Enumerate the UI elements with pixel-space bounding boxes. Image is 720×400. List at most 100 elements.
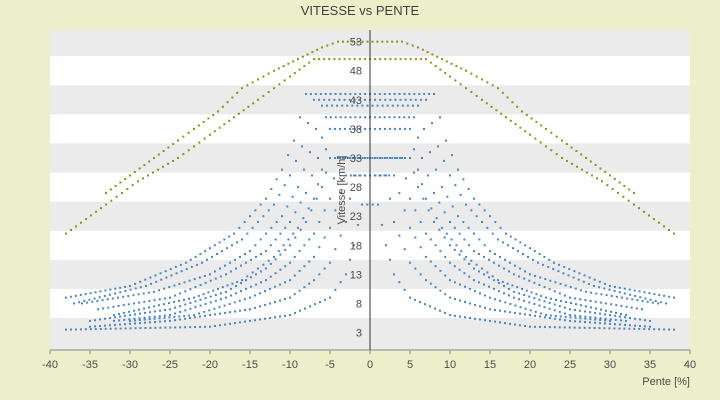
data-point	[654, 299, 657, 302]
data-point	[225, 296, 227, 299]
data-point	[444, 274, 447, 277]
data-point	[494, 298, 497, 301]
data-point	[406, 42, 409, 45]
data-point	[436, 55, 439, 58]
data-point	[199, 325, 202, 328]
data-point	[308, 61, 311, 64]
x-tick-label: -25	[162, 359, 178, 371]
data-point	[329, 116, 332, 119]
data-point	[463, 238, 466, 241]
data-point	[583, 326, 586, 329]
data-point	[384, 157, 386, 159]
data-point	[544, 316, 546, 319]
data-point	[250, 276, 252, 279]
data-point	[182, 153, 185, 156]
data-point	[228, 302, 231, 305]
data-point	[94, 325, 96, 328]
data-point	[609, 318, 612, 321]
data-point	[96, 299, 99, 302]
data-point	[246, 84, 249, 87]
data-point	[589, 316, 592, 319]
data-point	[644, 297, 647, 300]
data-point	[364, 157, 366, 159]
data-point	[214, 325, 216, 327]
data-point	[349, 127, 351, 130]
data-point	[494, 320, 496, 323]
data-point	[401, 40, 403, 43]
data-point	[269, 244, 272, 247]
data-point	[628, 288, 631, 291]
data-point	[644, 325, 646, 328]
data-point	[337, 40, 339, 43]
data-point	[279, 299, 281, 302]
data-point	[548, 258, 551, 261]
data-point	[241, 87, 243, 90]
data-point	[339, 116, 342, 119]
data-point	[305, 221, 307, 223]
data-point	[409, 157, 411, 159]
data-point	[160, 278, 163, 281]
data-point	[576, 165, 578, 168]
y-tick-label: 33	[350, 153, 362, 165]
data-point	[114, 184, 117, 187]
data-point	[417, 104, 419, 107]
data-point	[413, 148, 415, 151]
data-point	[209, 325, 211, 328]
data-point	[529, 247, 531, 250]
data-point	[514, 123, 517, 126]
data-point	[189, 317, 191, 319]
data-point	[478, 281, 480, 284]
data-point	[264, 303, 266, 306]
data-point	[474, 290, 476, 293]
data-point	[464, 301, 466, 303]
data-point	[523, 299, 526, 302]
data-point	[289, 296, 291, 299]
data-point	[184, 290, 187, 293]
data-point	[101, 299, 104, 302]
data-point	[374, 98, 377, 101]
data-point	[145, 285, 147, 287]
data-point	[103, 294, 106, 297]
data-point	[132, 294, 135, 297]
data-point	[138, 301, 141, 304]
data-point	[603, 287, 606, 290]
data-point	[469, 317, 471, 319]
data-point	[624, 316, 626, 319]
data-point	[338, 98, 341, 101]
data-point	[525, 289, 528, 292]
data-point	[394, 58, 397, 61]
data-point	[545, 314, 547, 317]
data-point	[174, 319, 176, 322]
data-point	[269, 317, 271, 319]
data-point	[663, 294, 666, 297]
data-point	[114, 323, 116, 326]
data-point	[450, 238, 453, 241]
data-point	[409, 98, 412, 101]
data-point	[231, 96, 234, 99]
data-point	[499, 226, 502, 229]
data-point	[310, 209, 313, 212]
data-point	[93, 297, 96, 300]
data-point	[110, 199, 113, 202]
data-point	[363, 98, 366, 101]
data-point	[605, 302, 607, 305]
data-point	[644, 319, 646, 322]
data-point	[129, 327, 132, 330]
data-point	[308, 238, 311, 241]
data-point	[606, 184, 609, 187]
data-point	[339, 157, 341, 159]
data-point	[470, 209, 473, 212]
data-point	[153, 157, 155, 159]
data-point	[274, 272, 277, 275]
data-point	[545, 296, 547, 299]
data-point	[295, 159, 297, 162]
data-point	[70, 229, 72, 231]
data-point	[398, 93, 401, 95]
data-point	[569, 316, 572, 319]
data-point	[383, 116, 386, 119]
data-point	[648, 328, 651, 331]
data-point	[178, 299, 180, 302]
data-point	[504, 322, 506, 325]
data-point	[195, 263, 198, 266]
data-point	[211, 255, 213, 258]
